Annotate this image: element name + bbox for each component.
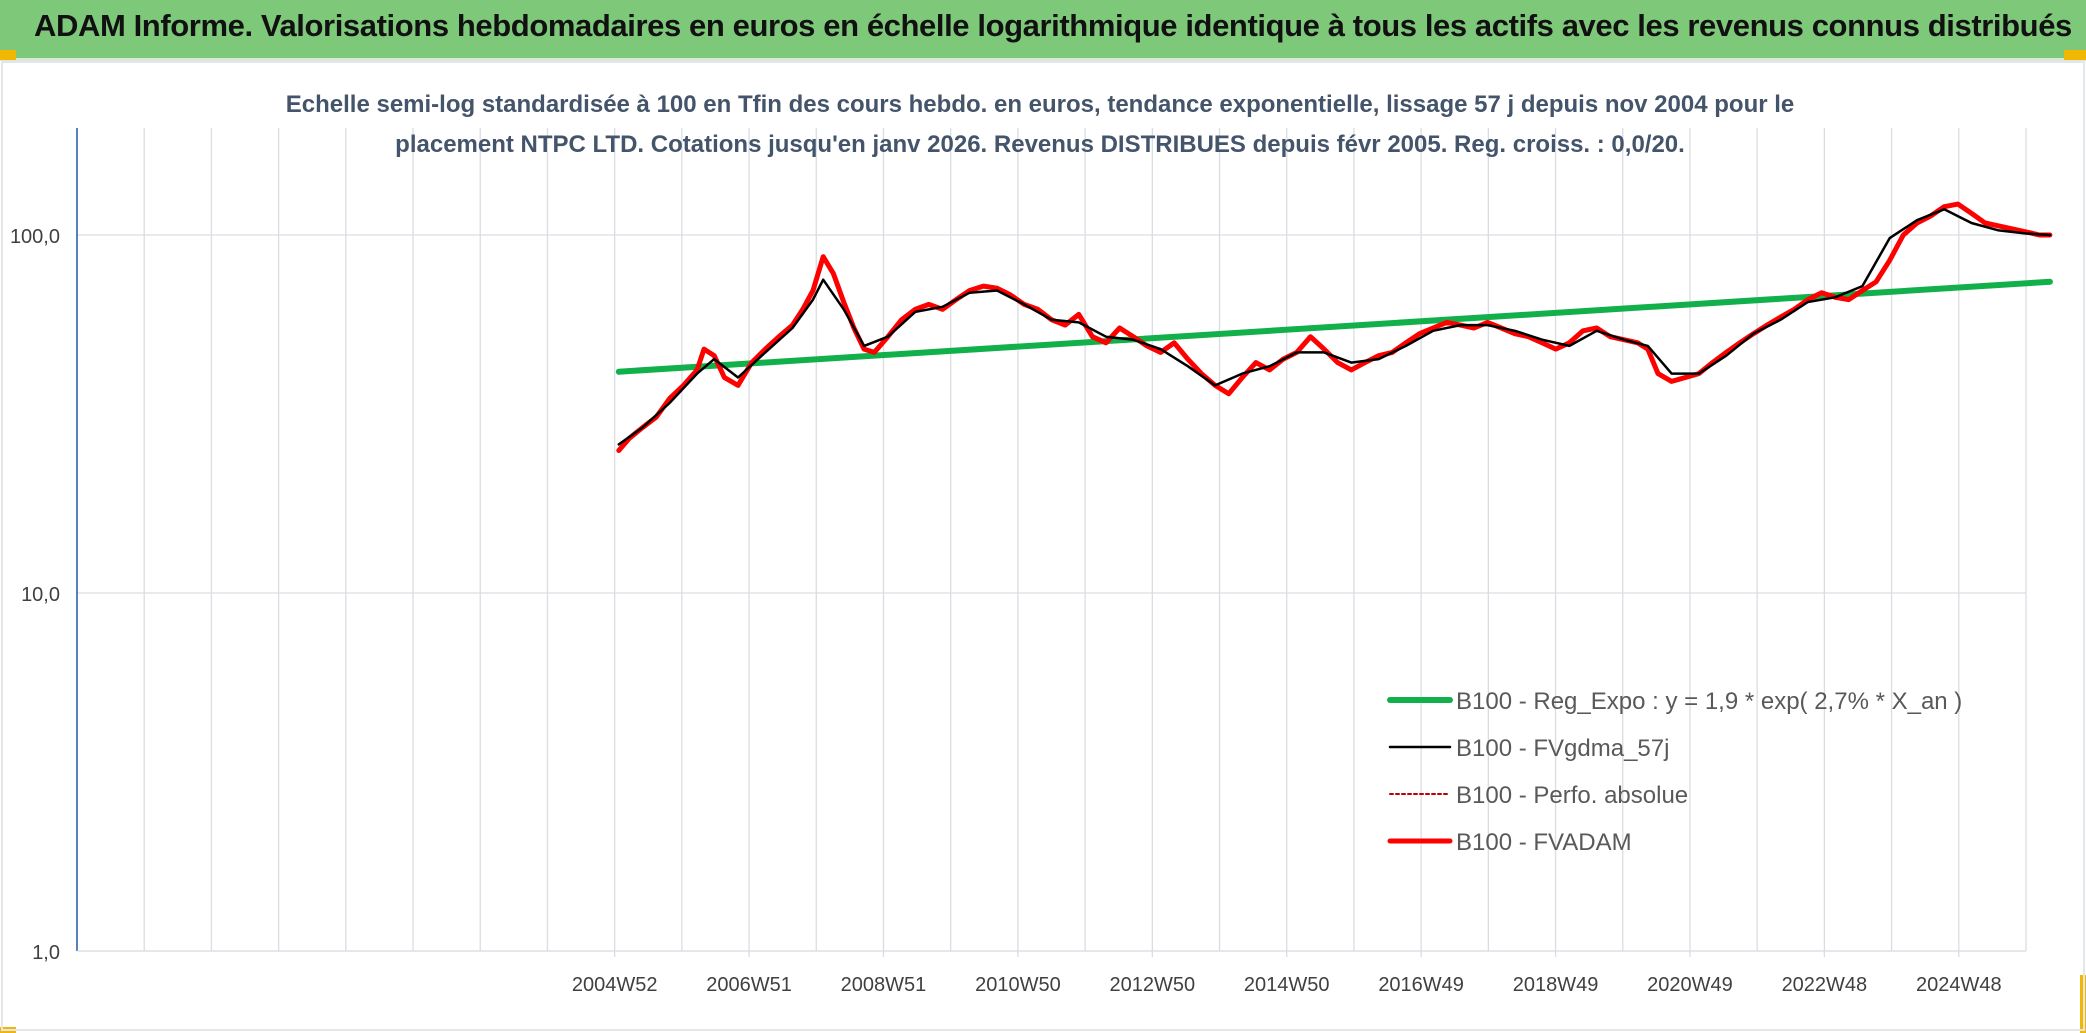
legend-label-absolute: B100 - Perfo. absolue (1456, 782, 1688, 809)
report-banner: ADAM Informe. Valorisations hebdomadaire… (0, 0, 2086, 61)
corner-marker-top-right (2064, 50, 2086, 60)
x-tick-label: 2004W52 (572, 974, 658, 996)
x-tick-label: 2020W49 (1647, 974, 1733, 996)
series-layer (615, 201, 2053, 453)
chart-title-line: Echelle semi-log standardisée à 100 en T… (286, 91, 1795, 118)
report-title: ADAM Informe. Valorisations hebdomadaire… (34, 8, 2072, 43)
chart-title: Echelle semi-log standardisée à 100 en T… (286, 91, 1795, 158)
series-smoothed (617, 208, 2052, 446)
series-fvadam (616, 201, 2053, 453)
x-tick-label: 2014W50 (1244, 974, 1330, 996)
y-tick-label: 100,0 (10, 226, 60, 248)
grid-layer (77, 128, 2027, 952)
x-tick-label: 2022W48 (1782, 974, 1868, 996)
legend: B100 - Reg_Expo : y = 1,9 * exp( 2,7% * … (1387, 688, 1962, 856)
y-tick-label: 1,0 (32, 942, 60, 964)
legend-label-smoothed: B100 - FVgdma_57j (1456, 735, 1669, 762)
x-tick-label: 2024W48 (1916, 974, 2002, 996)
chart-title-line: placement NTPC LTD. Cotations jusqu'en j… (395, 131, 1685, 158)
x-tick-label: 2008W51 (841, 974, 927, 996)
legend-label-fvadam: B100 - FVADAM (1456, 829, 1632, 856)
corner-marker-top-left (0, 50, 16, 60)
y-tick-label: 10,0 (21, 584, 60, 606)
x-tick-label: 2012W50 (1109, 974, 1195, 996)
x-tick-label: 2006W51 (706, 974, 792, 996)
x-tick-label: 2016W49 (1378, 974, 1464, 996)
chart-border (1, 61, 2085, 1031)
axis-layer: 1,0 10,0 100,0 2004W52 2006W51 2008W51 2010W50… (10, 128, 2026, 996)
x-tick-label: 2018W49 (1513, 974, 1599, 996)
legend-label-regression: B100 - Reg_Expo : y = 1,9 * exp( 2,7% * … (1456, 688, 1962, 715)
x-tick-label: 2010W50 (975, 974, 1061, 996)
